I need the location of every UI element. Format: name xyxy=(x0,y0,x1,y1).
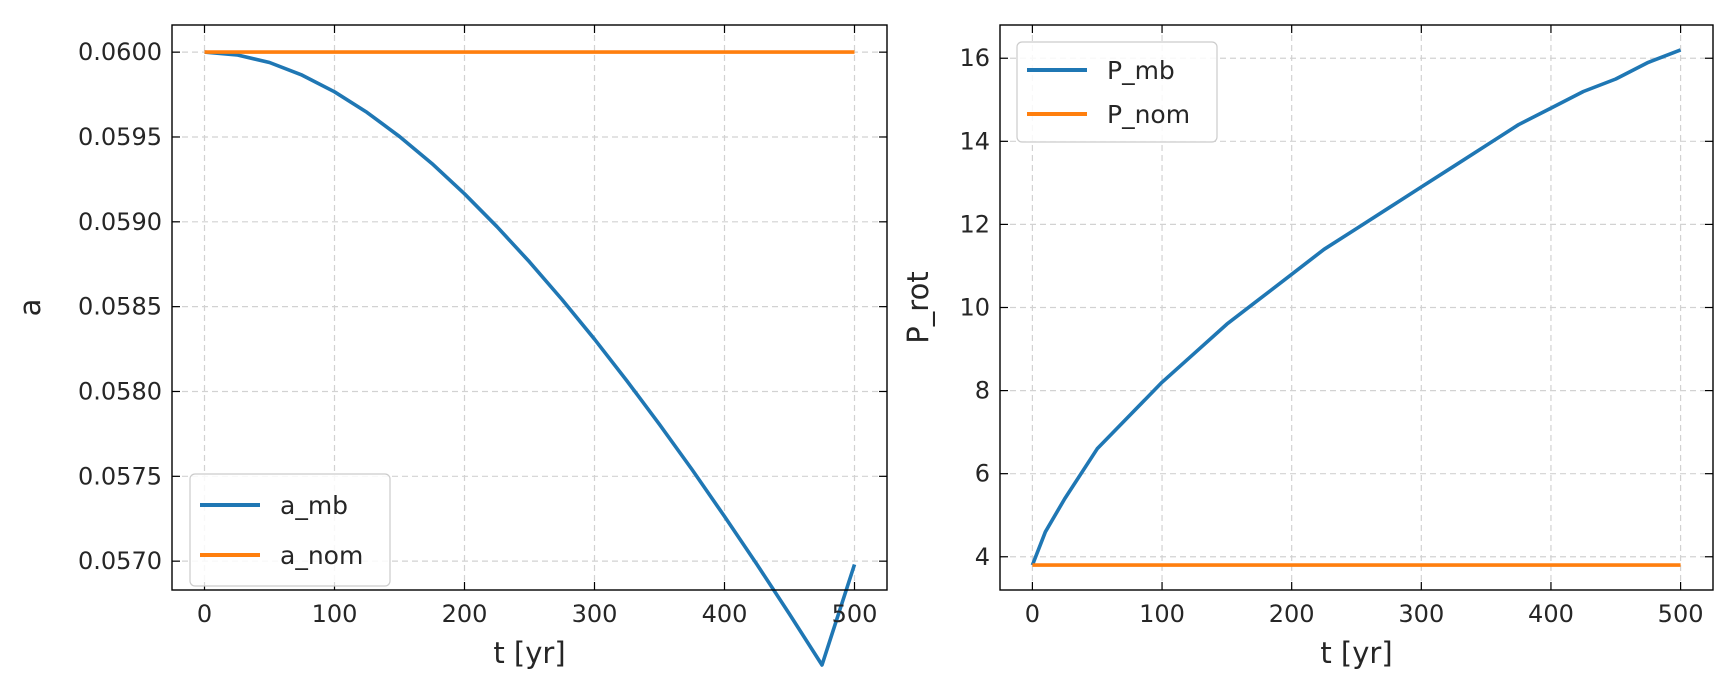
x-tick-label: 100 xyxy=(1139,600,1185,628)
chart-panel-p-rot: 0 100 200 300 400 500 4 6 8 10 12 14 16 t [yr] P_rot P_… xyxy=(901,24,1714,670)
legend-label-P_nom: P_nom xyxy=(1107,100,1190,129)
x-tick-label: 300 xyxy=(572,600,618,628)
y-tick-label: 0.0575 xyxy=(78,462,162,490)
legend: P_mb P_nom xyxy=(1016,41,1218,143)
x-tick-label: 500 xyxy=(832,600,878,628)
legend-label-a_nom: a_nom xyxy=(280,541,363,570)
y-tick-label: 8 xyxy=(975,377,990,405)
y-tick-label: 10 xyxy=(959,294,990,322)
legend-label-P_mb: P_mb xyxy=(1107,56,1175,85)
x-tick-label: 200 xyxy=(1269,600,1315,628)
y-tick-label: 0.0600 xyxy=(78,38,162,66)
chart-panel-a: 0 100 200 300 400 500 0.0570 0.0575 0.0580 0.0585… xyxy=(13,24,888,670)
legend-box xyxy=(1016,41,1218,143)
x-tick-label: 100 xyxy=(312,600,358,628)
y-tick-label: 12 xyxy=(959,210,990,238)
x-axis-label: t [yr] xyxy=(493,636,565,670)
y-tick-label: 0.0590 xyxy=(78,208,162,236)
y-tick-label: 14 xyxy=(959,127,990,155)
x-tick-label: 0 xyxy=(1025,600,1040,628)
y-tick-label: 0.0580 xyxy=(78,377,162,405)
x-tick-label: 300 xyxy=(1398,600,1444,628)
x-tick-label: 500 xyxy=(1658,600,1704,628)
x-tick-label: 0 xyxy=(197,600,212,628)
series-line-P_mb xyxy=(1030,48,1682,566)
plot-frame xyxy=(171,24,888,591)
y-tick-label: 16 xyxy=(959,44,990,72)
y-axis-label: P_rot xyxy=(901,271,935,343)
series-line-a_mb xyxy=(204,50,857,667)
x-tick-label: 400 xyxy=(702,600,748,628)
x-axis-label: t [yr] xyxy=(1320,636,1392,670)
y-axis-label: a xyxy=(13,299,47,317)
x-tick-label: 400 xyxy=(1528,600,1574,628)
y-tick-label: 0.0585 xyxy=(78,293,162,321)
y-tick-label: 0.0595 xyxy=(78,123,162,151)
y-tick-label: 0.0570 xyxy=(78,547,162,575)
legend-box xyxy=(189,473,391,587)
x-tick-label: 200 xyxy=(442,600,488,628)
legend-label-a_mb: a_mb xyxy=(280,491,348,520)
y-tick-label: 6 xyxy=(975,460,990,488)
legend: a_mb a_nom xyxy=(189,473,391,587)
y-tick-label: 4 xyxy=(975,543,990,571)
